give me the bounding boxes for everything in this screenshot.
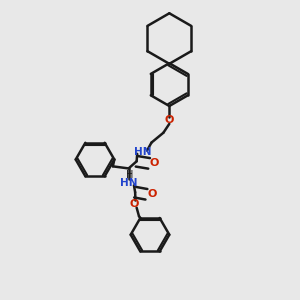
Text: HN: HN [120, 178, 137, 188]
Text: O: O [130, 199, 139, 209]
Text: O: O [150, 158, 159, 168]
Text: HN: HN [134, 147, 151, 157]
Text: O: O [147, 189, 157, 199]
Text: H: H [126, 170, 134, 180]
Text: O: O [165, 115, 174, 125]
